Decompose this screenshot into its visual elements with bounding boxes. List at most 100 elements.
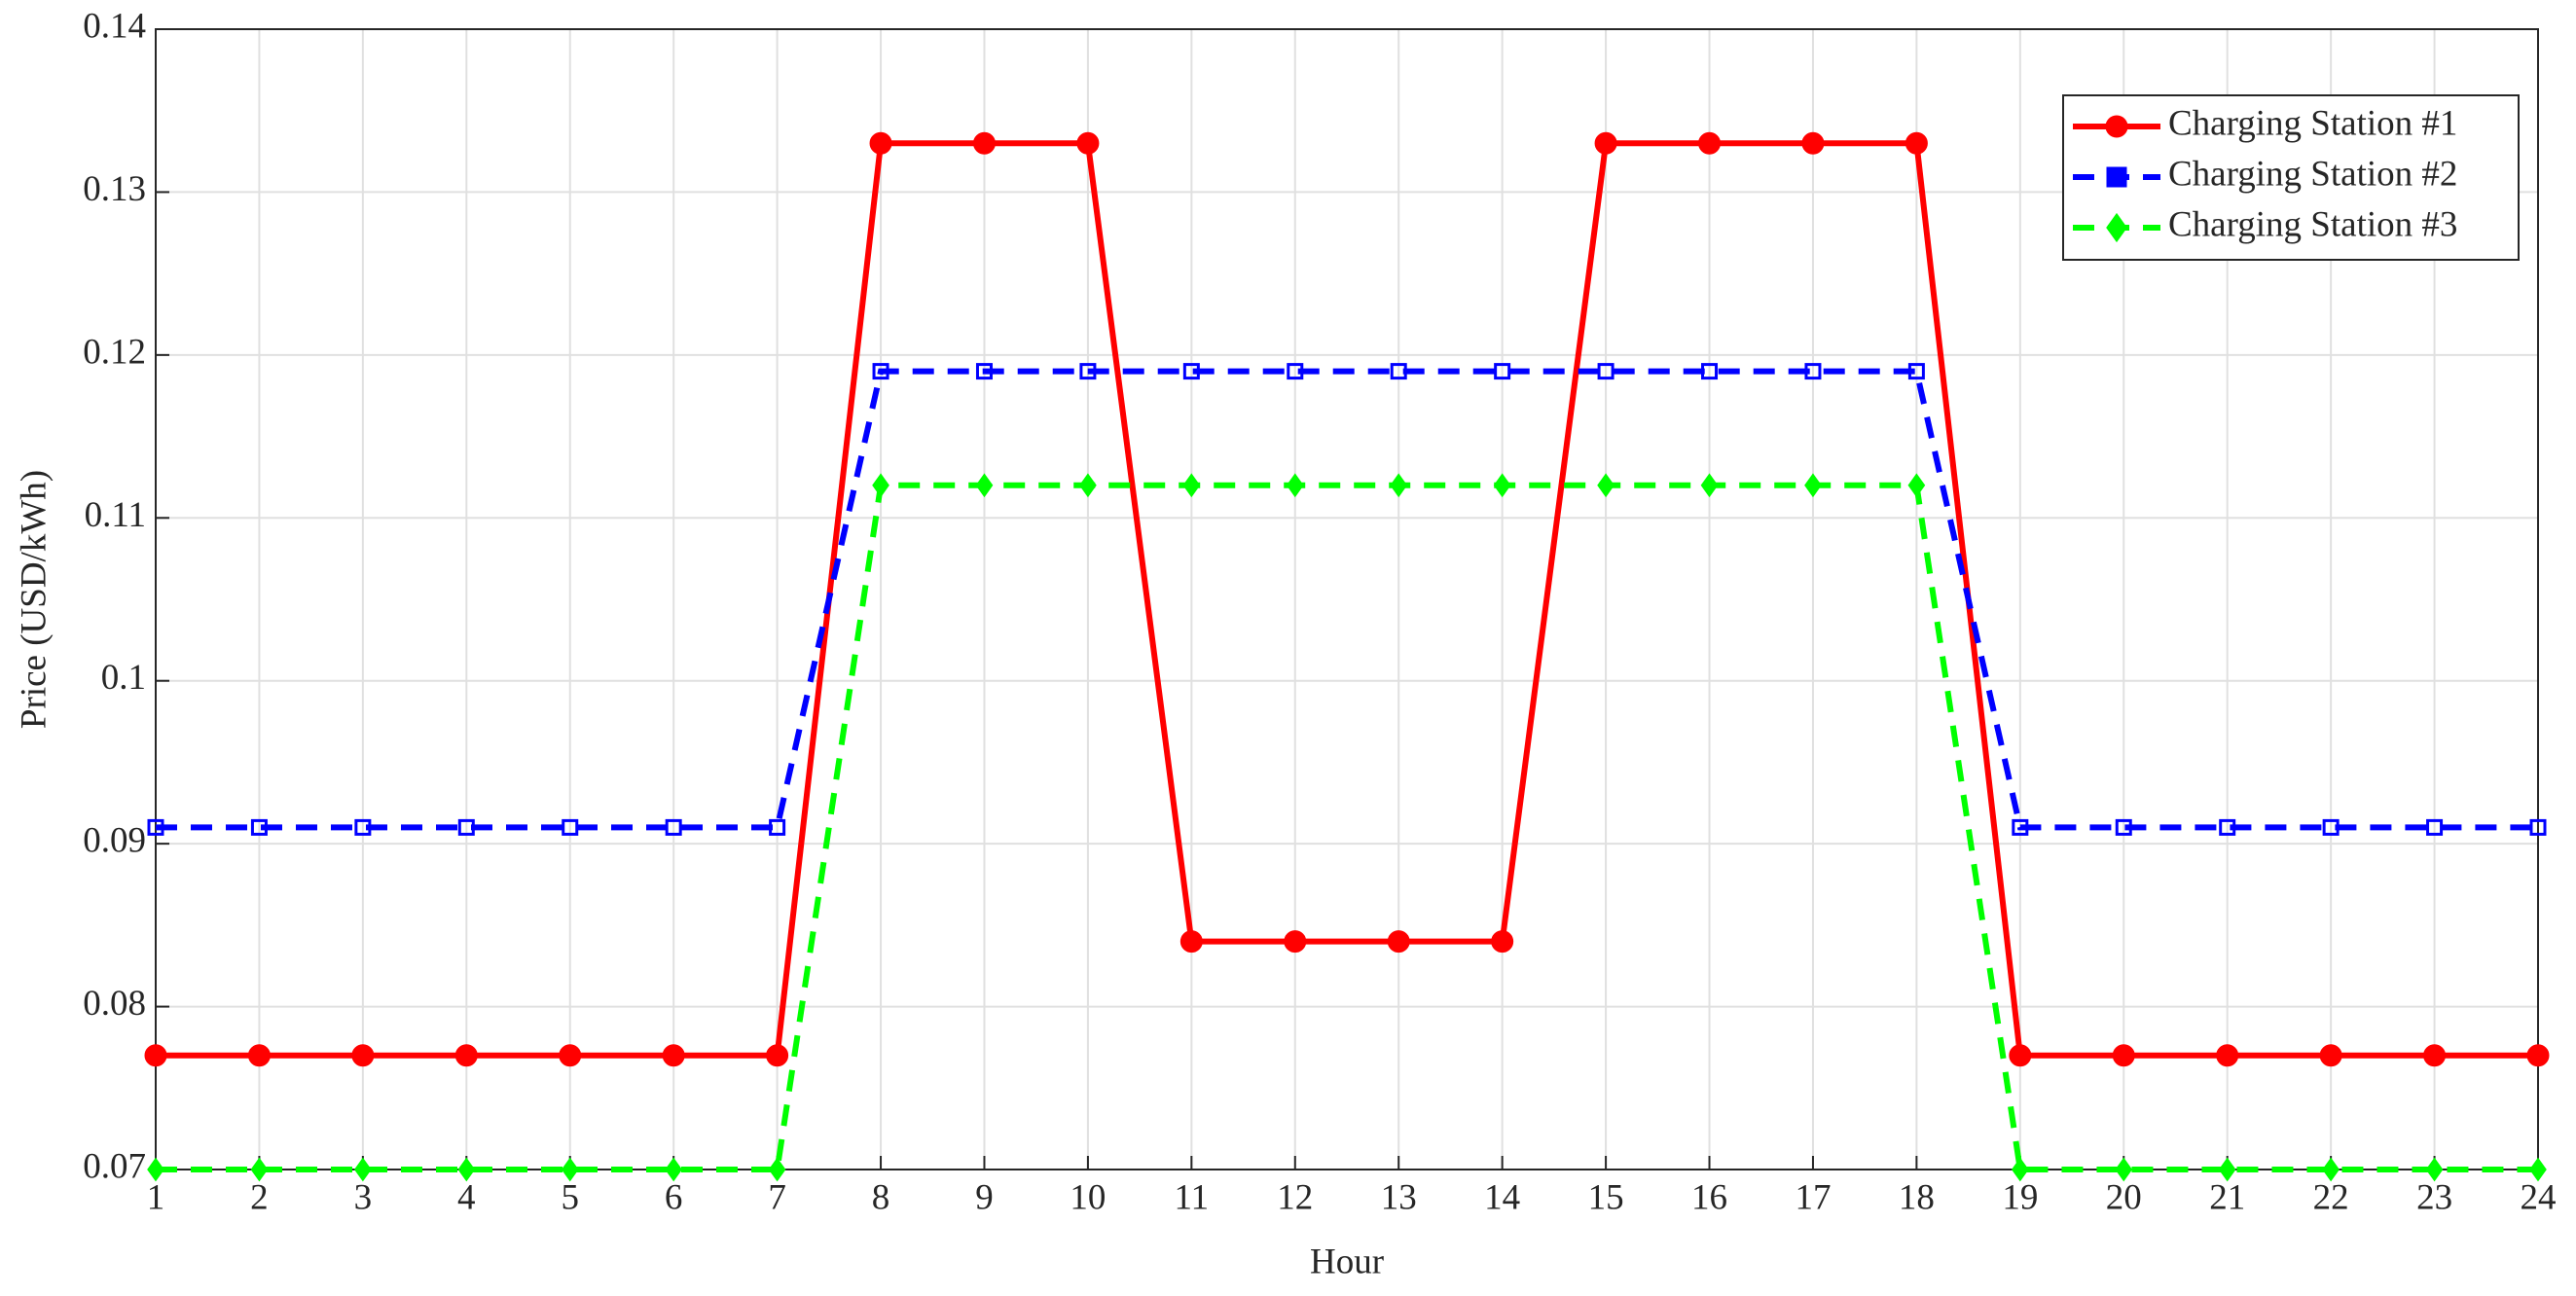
marker: [2425, 1157, 2444, 1182]
x-axis-label: Hour: [1310, 1242, 1384, 1281]
y-tick-label: 0.13: [83, 169, 146, 209]
legend-label: Charging Station #2: [2168, 154, 2457, 194]
marker: [147, 818, 164, 836]
series-line: [156, 368, 2538, 831]
marker: [1700, 473, 1719, 498]
marker: [1597, 473, 1615, 498]
x-tick-label: 13: [1381, 1177, 1417, 1217]
y-tick-label: 0.08: [83, 984, 146, 1024]
marker: [869, 131, 892, 155]
x-tick-label: 5: [561, 1177, 579, 1217]
marker: [972, 131, 996, 155]
marker: [2529, 818, 2547, 836]
marker: [2106, 212, 2127, 243]
marker: [2216, 1044, 2239, 1067]
marker: [975, 473, 994, 498]
marker: [147, 1157, 164, 1182]
series-line: [156, 482, 2538, 1172]
marker: [250, 1157, 269, 1182]
marker: [2115, 1157, 2133, 1182]
marker: [766, 1044, 789, 1067]
marker: [1907, 473, 1926, 498]
series-line: [156, 140, 2538, 1059]
marker: [2011, 1157, 2029, 1182]
marker: [1079, 473, 1097, 498]
x-tick-label: 16: [1691, 1177, 1727, 1217]
x-tick-label: 12: [1277, 1177, 1313, 1217]
marker: [2529, 1157, 2547, 1182]
marker: [665, 818, 682, 836]
x-tick-label: 2: [250, 1177, 269, 1217]
marker: [1182, 363, 1200, 380]
marker: [1698, 131, 1722, 155]
legend: Charging Station #1 Charging Station #2 Ch…: [2062, 94, 2520, 261]
x-tick-label: 3: [354, 1177, 373, 1217]
x-tick-label: 14: [1484, 1177, 1520, 1217]
x-tick-label: 1: [147, 1177, 165, 1217]
marker: [1390, 363, 1407, 380]
marker: [1597, 363, 1615, 380]
marker: [665, 1157, 683, 1182]
marker: [1493, 473, 1511, 498]
marker: [457, 818, 475, 836]
x-tick-label: 15: [1588, 1177, 1624, 1217]
marker: [2322, 1157, 2340, 1182]
marker: [354, 818, 372, 836]
marker: [457, 1157, 476, 1182]
marker: [1491, 930, 1514, 954]
x-tick-label: 24: [2521, 1177, 2557, 1217]
marker: [2009, 1044, 2032, 1067]
y-tick-label: 0.09: [83, 821, 146, 861]
y-tick-label: 0.12: [83, 332, 146, 372]
marker: [2526, 1044, 2550, 1067]
y-tick-label: 0.1: [101, 658, 146, 698]
marker: [1182, 473, 1201, 498]
x-tick-label: 9: [975, 1177, 994, 1217]
marker: [1801, 131, 1825, 155]
x-tick-label: 23: [2416, 1177, 2452, 1217]
marker: [1390, 473, 1408, 498]
marker: [561, 1157, 579, 1182]
x-tick-label: 17: [1795, 1177, 1831, 1217]
x-tick-label: 19: [2002, 1177, 2038, 1217]
marker: [2115, 818, 2132, 836]
x-tick-label: 20: [2106, 1177, 2142, 1217]
marker: [768, 1157, 786, 1182]
x-tick-label: 22: [2313, 1177, 2349, 1217]
y-tick-label: 0.07: [83, 1146, 146, 1186]
marker: [354, 1157, 372, 1182]
marker: [2322, 818, 2340, 836]
marker: [872, 363, 889, 380]
x-tick-label: 6: [665, 1177, 683, 1217]
marker: [2426, 818, 2444, 836]
marker: [1494, 363, 1511, 380]
marker: [454, 1044, 478, 1067]
x-tick-label: 4: [457, 1177, 476, 1217]
x-tick-label: 7: [768, 1177, 786, 1217]
x-tick-label: 21: [2209, 1177, 2245, 1217]
marker: [559, 1044, 582, 1067]
marker: [2112, 1044, 2135, 1067]
x-tick-label: 10: [1070, 1177, 1106, 1217]
marker: [1287, 363, 1304, 380]
marker: [250, 818, 268, 836]
marker: [2423, 1044, 2447, 1067]
legend-label: Charging Station #1: [2168, 103, 2457, 143]
marker: [1701, 363, 1719, 380]
y-axis-label: Price (USD/kWh): [14, 470, 54, 729]
marker: [144, 1044, 167, 1067]
y-tick-label: 0.14: [83, 6, 146, 46]
marker: [1804, 363, 1822, 380]
legend-box: [2062, 94, 2520, 261]
legend-label: Charging Station #3: [2168, 204, 2457, 244]
marker: [1804, 473, 1822, 498]
marker: [562, 818, 579, 836]
marker: [1284, 930, 1307, 954]
marker: [872, 473, 889, 498]
marker: [1905, 131, 1928, 155]
marker: [2106, 166, 2127, 188]
marker: [2319, 1044, 2342, 1067]
marker: [247, 1044, 271, 1067]
y-tick-label: 0.11: [85, 495, 146, 535]
